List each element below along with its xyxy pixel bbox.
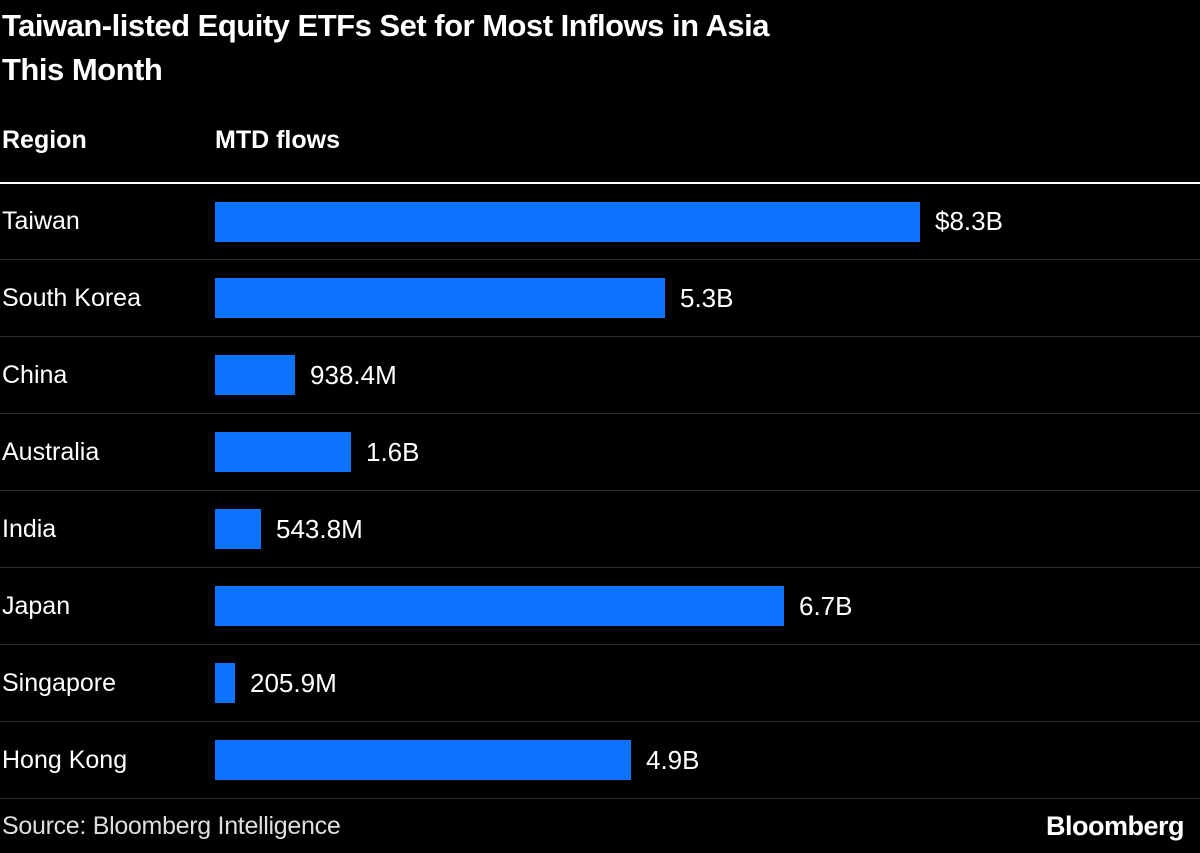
region-label: Taiwan bbox=[2, 207, 80, 235]
table-row: Taiwan $8.3B bbox=[0, 182, 1200, 259]
value-label: 5.3B bbox=[680, 282, 734, 313]
column-header-region: Region bbox=[2, 126, 87, 154]
region-label: South Korea bbox=[2, 283, 141, 312]
value-label: $8.3B bbox=[935, 206, 1003, 236]
source-note: Source: Bloomberg Intelligence bbox=[2, 811, 341, 840]
bar bbox=[215, 740, 631, 780]
value-label: 543.8M bbox=[276, 513, 363, 544]
region-label: China bbox=[2, 360, 68, 389]
bar bbox=[215, 278, 665, 318]
table-row: Australia 1.6B bbox=[0, 413, 1200, 490]
value-label: 205.9M bbox=[250, 667, 337, 698]
value-label: 6.7B bbox=[799, 590, 853, 621]
region-label: Australia bbox=[2, 437, 100, 466]
region-label: India bbox=[2, 514, 57, 543]
value-label: 938.4M bbox=[310, 359, 397, 390]
value-label: 1.6B bbox=[366, 436, 420, 467]
bar bbox=[215, 355, 295, 395]
footer: Source: Bloomberg Intelligence Bloomberg bbox=[0, 798, 1200, 853]
chart-title: Taiwan-listed Equity ETFs Set for Most I… bbox=[0, 0, 1200, 92]
table-row: South Korea 5.3B bbox=[0, 259, 1200, 336]
bar-rows: Taiwan $8.3B South Korea 5.3B China 938.… bbox=[0, 182, 1200, 798]
bar bbox=[215, 586, 784, 626]
table-row: Singapore 205.9M bbox=[0, 644, 1200, 721]
bar bbox=[215, 663, 235, 703]
region-label: Japan bbox=[2, 591, 71, 620]
table-row: Japan 6.7B bbox=[0, 567, 1200, 644]
column-headers: Region MTD flows bbox=[0, 126, 1200, 182]
bar bbox=[215, 432, 351, 472]
region-label: Singapore bbox=[2, 668, 116, 697]
column-header-mtd-flows: MTD flows bbox=[215, 126, 340, 154]
bar bbox=[215, 509, 261, 549]
bloomberg-logo: Bloomberg bbox=[1045, 810, 1185, 841]
table-row: India 543.8M bbox=[0, 490, 1200, 567]
table-row: China 938.4M bbox=[0, 336, 1200, 413]
bar bbox=[215, 201, 920, 242]
chart-title-line-1: Taiwan-listed Equity ETFs Set for Most I… bbox=[2, 8, 770, 43]
table-row: Hong Kong 4.9B bbox=[0, 721, 1200, 798]
value-label: 4.9B bbox=[646, 744, 700, 775]
chart-title-line-2: This Month bbox=[2, 52, 163, 87]
region-label: Hong Kong bbox=[2, 745, 128, 774]
